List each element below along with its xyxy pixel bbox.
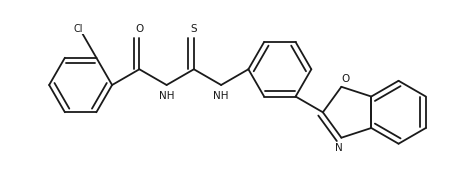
Text: O: O: [342, 74, 350, 84]
Text: S: S: [190, 24, 197, 34]
Text: NH: NH: [213, 91, 229, 101]
Text: Cl: Cl: [74, 24, 83, 34]
Text: N: N: [335, 143, 343, 153]
Text: O: O: [135, 24, 143, 34]
Text: NH: NH: [159, 91, 174, 101]
